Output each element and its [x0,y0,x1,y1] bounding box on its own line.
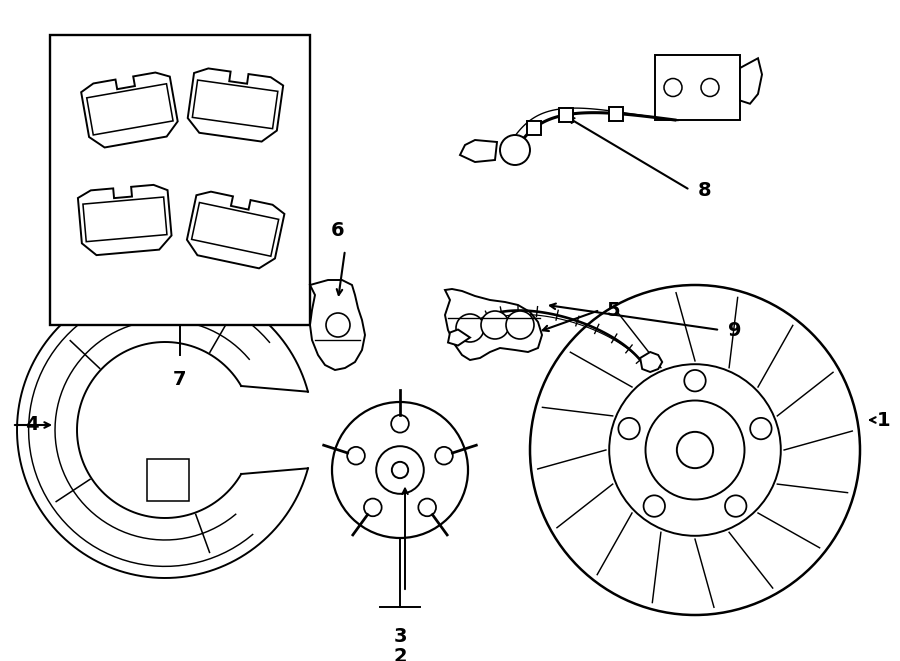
Text: 3: 3 [393,627,407,646]
Text: 2: 2 [393,647,407,661]
Circle shape [684,370,706,391]
Polygon shape [448,330,470,346]
Bar [609,106,623,120]
Text: 9: 9 [728,321,742,340]
Bar [147,459,189,501]
Bar [559,108,573,122]
Circle shape [664,79,682,97]
Polygon shape [187,192,284,268]
Text: 4: 4 [25,416,39,434]
Circle shape [392,462,409,478]
Circle shape [500,135,530,165]
Circle shape [456,314,484,342]
Bar [527,121,541,135]
Polygon shape [192,202,279,256]
Circle shape [751,418,771,440]
Circle shape [701,79,719,97]
Polygon shape [460,140,497,162]
Circle shape [506,311,534,339]
Circle shape [677,432,713,468]
Polygon shape [83,197,166,242]
Circle shape [364,498,382,516]
Polygon shape [310,280,365,370]
Polygon shape [640,352,662,372]
Polygon shape [740,58,762,104]
Circle shape [418,498,436,516]
Circle shape [530,285,860,615]
Bar [655,55,740,120]
Polygon shape [81,73,177,147]
Polygon shape [445,289,542,360]
Text: 5: 5 [606,301,619,319]
Circle shape [435,447,453,465]
Circle shape [347,447,365,465]
Circle shape [481,311,509,339]
Polygon shape [86,84,173,135]
Circle shape [644,495,665,517]
Circle shape [645,401,744,500]
Circle shape [326,313,350,337]
Polygon shape [78,185,172,255]
Circle shape [725,495,746,517]
Circle shape [392,415,409,432]
Text: 8: 8 [698,180,712,200]
Text: 6: 6 [331,221,345,240]
Text: 7: 7 [173,370,187,389]
Circle shape [609,364,781,536]
Bar [50,35,310,325]
Circle shape [618,418,640,440]
Circle shape [332,402,468,538]
Circle shape [376,446,424,494]
Text: 1: 1 [877,410,891,430]
Polygon shape [188,69,284,141]
Polygon shape [193,80,278,129]
